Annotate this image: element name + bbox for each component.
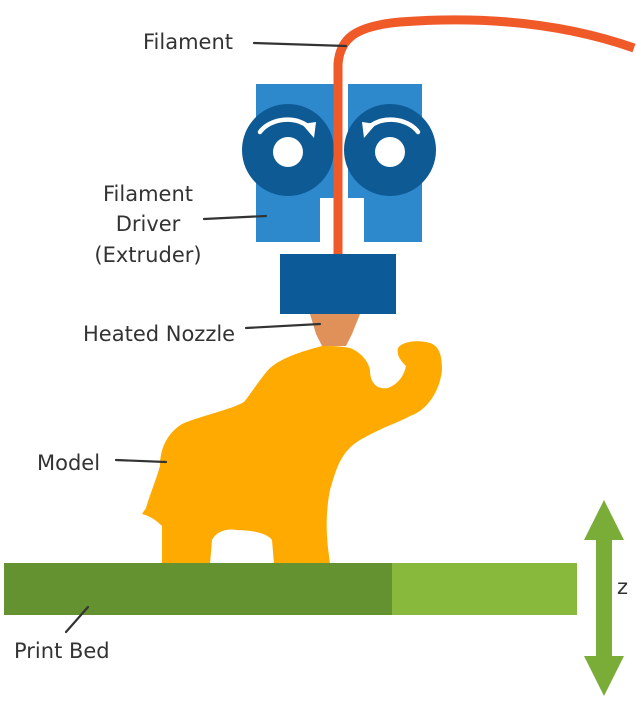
label-z-axis: z [617,575,628,599]
print-bed [4,563,577,615]
label-print-bed: Print Bed [14,639,110,663]
pointer-print-bed [64,605,90,634]
pointer-model [114,458,168,464]
label-filament: Filament [143,30,233,54]
label-model: Model [37,451,100,475]
heated-nozzle [310,314,360,346]
label-nozzle: Heated Nozzle [83,322,235,346]
label-driver-line3: (Extruder) [94,243,201,267]
label-driver-line2: Driver [116,212,181,236]
print-bed-light [392,563,577,615]
print-bed-dark [4,563,394,615]
heater-block [280,254,396,314]
pointer-nozzle [244,322,322,330]
left-drive-gear [242,104,334,196]
label-driver-line1: Filament [103,182,193,206]
right-drive-gear [344,104,436,196]
filament-strand [333,15,636,254]
elephant-model [142,341,442,564]
pointer-driver [202,214,268,221]
double-arrow-vertical-icon [584,500,624,696]
pointer-filament [252,41,348,48]
